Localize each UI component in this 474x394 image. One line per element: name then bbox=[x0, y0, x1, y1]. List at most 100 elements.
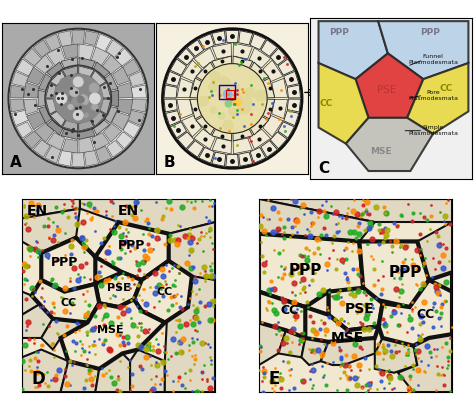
Polygon shape bbox=[233, 129, 253, 141]
Text: PPP: PPP bbox=[289, 263, 322, 278]
Polygon shape bbox=[62, 44, 78, 59]
Text: MSE: MSE bbox=[331, 331, 365, 345]
Circle shape bbox=[67, 102, 73, 108]
Polygon shape bbox=[250, 62, 269, 80]
Polygon shape bbox=[79, 66, 94, 76]
Polygon shape bbox=[63, 66, 78, 76]
Circle shape bbox=[74, 95, 82, 103]
Polygon shape bbox=[263, 78, 275, 98]
Polygon shape bbox=[27, 112, 45, 130]
Circle shape bbox=[210, 107, 217, 114]
Polygon shape bbox=[33, 40, 50, 57]
Polygon shape bbox=[170, 122, 187, 138]
Circle shape bbox=[237, 95, 244, 102]
Polygon shape bbox=[22, 199, 80, 218]
Polygon shape bbox=[46, 99, 56, 114]
Polygon shape bbox=[328, 288, 383, 330]
Polygon shape bbox=[165, 261, 215, 392]
Polygon shape bbox=[27, 67, 44, 85]
Polygon shape bbox=[95, 272, 142, 307]
Circle shape bbox=[223, 95, 234, 106]
Polygon shape bbox=[263, 60, 283, 82]
Polygon shape bbox=[263, 99, 275, 119]
Polygon shape bbox=[127, 110, 145, 126]
Polygon shape bbox=[84, 150, 99, 166]
Circle shape bbox=[89, 83, 99, 93]
Polygon shape bbox=[33, 140, 50, 157]
Polygon shape bbox=[24, 99, 38, 115]
Polygon shape bbox=[346, 118, 433, 171]
Text: EN: EN bbox=[27, 204, 48, 217]
Polygon shape bbox=[233, 138, 253, 154]
Polygon shape bbox=[130, 99, 146, 112]
Circle shape bbox=[242, 98, 253, 109]
Polygon shape bbox=[250, 147, 266, 163]
Polygon shape bbox=[190, 78, 202, 98]
Polygon shape bbox=[79, 129, 95, 139]
Polygon shape bbox=[259, 292, 328, 338]
Circle shape bbox=[219, 112, 225, 119]
Polygon shape bbox=[359, 242, 452, 307]
Polygon shape bbox=[250, 117, 269, 135]
Circle shape bbox=[228, 108, 237, 115]
Polygon shape bbox=[259, 199, 375, 242]
Polygon shape bbox=[301, 338, 328, 365]
Text: Simple
Plasmodesmata: Simple Plasmodesmata bbox=[408, 125, 458, 136]
Polygon shape bbox=[41, 319, 88, 349]
Polygon shape bbox=[93, 120, 109, 135]
Circle shape bbox=[56, 93, 67, 104]
Polygon shape bbox=[407, 63, 468, 134]
Text: MSE: MSE bbox=[371, 147, 392, 156]
Polygon shape bbox=[212, 56, 232, 68]
Circle shape bbox=[79, 105, 87, 113]
Polygon shape bbox=[199, 34, 214, 50]
Polygon shape bbox=[79, 137, 94, 153]
Polygon shape bbox=[270, 48, 287, 65]
Polygon shape bbox=[95, 353, 130, 392]
Polygon shape bbox=[111, 90, 118, 107]
Polygon shape bbox=[22, 349, 68, 392]
Polygon shape bbox=[38, 90, 46, 107]
Polygon shape bbox=[194, 48, 215, 68]
Circle shape bbox=[235, 99, 242, 106]
Text: Funnel
Plasmodesmata: Funnel Plasmodesmata bbox=[408, 54, 458, 65]
Circle shape bbox=[77, 96, 84, 103]
Circle shape bbox=[210, 71, 220, 82]
Polygon shape bbox=[116, 132, 133, 149]
Polygon shape bbox=[79, 121, 94, 131]
Circle shape bbox=[54, 74, 102, 123]
Text: CC: CC bbox=[157, 287, 173, 297]
Polygon shape bbox=[272, 78, 288, 98]
Polygon shape bbox=[38, 106, 52, 123]
Circle shape bbox=[246, 89, 254, 96]
Polygon shape bbox=[41, 238, 95, 292]
Polygon shape bbox=[165, 71, 181, 86]
Circle shape bbox=[238, 101, 246, 109]
Polygon shape bbox=[272, 99, 288, 119]
Circle shape bbox=[230, 83, 240, 93]
Circle shape bbox=[73, 110, 83, 120]
Circle shape bbox=[68, 95, 75, 102]
Circle shape bbox=[229, 90, 241, 101]
Polygon shape bbox=[165, 111, 181, 126]
Polygon shape bbox=[16, 122, 33, 138]
Polygon shape bbox=[417, 222, 452, 280]
Polygon shape bbox=[61, 299, 165, 369]
Polygon shape bbox=[378, 21, 468, 79]
Polygon shape bbox=[58, 31, 72, 47]
Polygon shape bbox=[196, 62, 214, 80]
Polygon shape bbox=[32, 280, 99, 323]
Polygon shape bbox=[47, 47, 65, 66]
Text: CC: CC bbox=[416, 309, 434, 321]
Polygon shape bbox=[47, 62, 63, 77]
Text: EN: EN bbox=[118, 204, 139, 217]
Circle shape bbox=[234, 98, 241, 106]
Polygon shape bbox=[114, 48, 133, 67]
Polygon shape bbox=[11, 110, 29, 126]
Circle shape bbox=[9, 29, 148, 168]
Polygon shape bbox=[91, 47, 109, 66]
Polygon shape bbox=[356, 53, 423, 118]
Circle shape bbox=[80, 98, 85, 104]
Polygon shape bbox=[95, 222, 169, 280]
Polygon shape bbox=[72, 152, 85, 166]
